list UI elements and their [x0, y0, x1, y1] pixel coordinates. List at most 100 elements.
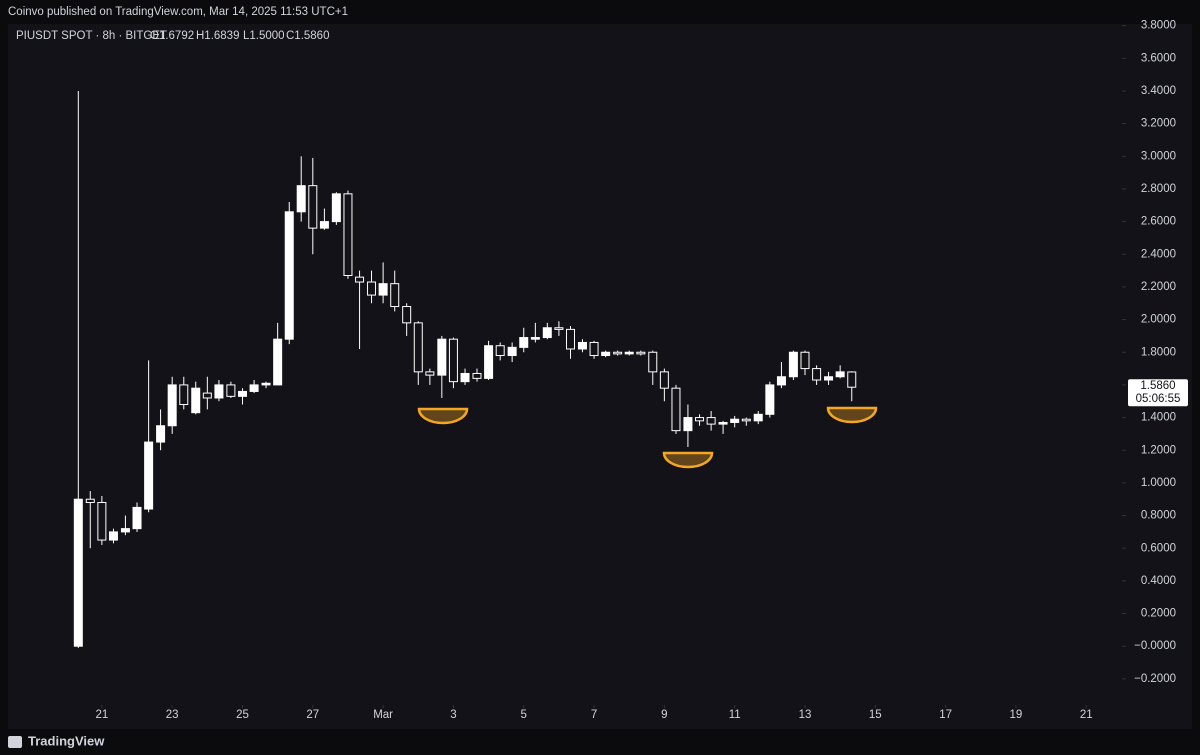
candle-body	[331, 193, 341, 223]
candle-body	[718, 421, 728, 425]
candle-body	[249, 384, 259, 392]
y-tick-label: 3.2000	[1141, 118, 1176, 130]
candle-body	[144, 441, 154, 510]
candle-body	[800, 351, 810, 370]
y-tick-label: 1.0000	[1141, 477, 1176, 489]
annotations	[417, 406, 878, 469]
candle-body	[648, 351, 658, 373]
y-tick-label: 0.4000	[1141, 575, 1176, 587]
candle-body	[237, 390, 247, 397]
x-tick-label: 9	[661, 709, 667, 721]
candle-body	[120, 528, 130, 533]
candle-body	[601, 351, 611, 357]
candle-body	[507, 346, 517, 357]
candle-body	[202, 392, 212, 399]
candle-body	[226, 384, 236, 397]
x-tick-label: Mar	[373, 709, 393, 721]
y-tick-label: 3.8000	[1141, 20, 1176, 32]
plot-background	[8, 24, 1192, 729]
candle-body	[378, 283, 388, 296]
candle-body	[683, 417, 693, 432]
x-tick-label: 5	[521, 709, 527, 721]
candle-body	[214, 384, 224, 399]
candle-body	[554, 327, 564, 330]
candle-body	[390, 283, 400, 308]
candle-body	[741, 418, 751, 422]
candle-body	[695, 417, 705, 422]
candle-body	[355, 276, 365, 283]
candle-body	[437, 338, 447, 376]
x-tick-label: 25	[236, 709, 249, 721]
candle-body	[671, 387, 681, 432]
candle-body	[530, 337, 540, 340]
candle-body	[589, 341, 599, 357]
candle-body	[624, 351, 634, 355]
candle-body	[472, 372, 482, 379]
ohlc-open: O1.6792	[150, 30, 194, 42]
y-tick-label: 2.8000	[1141, 183, 1176, 195]
candle-body	[788, 351, 798, 378]
candle-body	[296, 185, 306, 213]
candle-body	[425, 371, 435, 376]
candle-body	[765, 384, 775, 415]
published-line: Coinvo published on TradingView.com, Mar…	[8, 6, 348, 18]
y-tick-label: 1.4000	[1141, 412, 1176, 424]
y-tick-label: 0.8000	[1141, 510, 1176, 522]
candle-body	[824, 376, 834, 381]
candle-body	[156, 425, 166, 443]
y-tick-label: 1.2000	[1141, 444, 1176, 456]
price-label-box	[1128, 379, 1188, 407]
y-tick-label: 3.0000	[1141, 150, 1176, 162]
y-tick-label: 2.2000	[1141, 281, 1176, 293]
x-tick-label: 7	[591, 709, 597, 721]
logo-icon	[8, 736, 22, 748]
candle-body	[132, 506, 142, 530]
candle-body	[460, 372, 470, 383]
candle-body	[85, 498, 95, 503]
candle-body	[179, 384, 189, 406]
smile-annotation	[662, 451, 714, 469]
tv-logo: TradingView	[8, 733, 105, 748]
symbol: PIUSDT SPOT · 8h · BITGET	[16, 30, 167, 42]
price-label: 1.5860	[1140, 380, 1175, 392]
candles	[73, 90, 857, 648]
candle-body	[319, 221, 329, 229]
x-tick-label: 3	[450, 709, 456, 721]
candle-body	[97, 501, 107, 541]
candle-body	[448, 338, 458, 383]
candle-body	[167, 384, 177, 427]
candle-body	[847, 371, 857, 388]
y-tick-label: 1.8000	[1141, 346, 1176, 358]
candle-body	[776, 376, 786, 386]
y-tick-label: 0.6000	[1141, 542, 1176, 554]
y-tick-label: −0.0000	[1134, 640, 1176, 652]
candle-body	[284, 211, 294, 340]
x-tick-label: 21	[95, 709, 108, 721]
candle-body	[343, 193, 353, 276]
candle-body	[367, 281, 377, 296]
candle-body	[402, 306, 412, 324]
x-tick-label: 15	[869, 709, 882, 721]
x-tick-label: 23	[166, 709, 179, 721]
candle-body	[542, 327, 552, 339]
candle-body	[413, 322, 423, 373]
candle-body	[613, 351, 623, 355]
candle-body	[108, 531, 118, 541]
candle-body	[812, 368, 822, 381]
candle-body	[566, 328, 576, 350]
candle-body	[659, 371, 669, 389]
y-tick-label: 2.4000	[1141, 248, 1176, 260]
x-tick-label: 13	[799, 709, 812, 721]
y-tick-label: 2.6000	[1141, 216, 1176, 228]
candle-body	[484, 345, 494, 379]
candle-body	[519, 337, 529, 348]
ohlc-low: L1.5000	[243, 30, 285, 42]
x-tick-label: 17	[939, 709, 952, 721]
candle-body	[730, 418, 740, 423]
x-tick-label: 21	[1080, 709, 1093, 721]
footer-brand: TradingView	[28, 733, 105, 748]
candle-body	[308, 185, 318, 229]
smile-annotation	[826, 406, 878, 424]
y-tick-label: 2.0000	[1141, 314, 1176, 326]
